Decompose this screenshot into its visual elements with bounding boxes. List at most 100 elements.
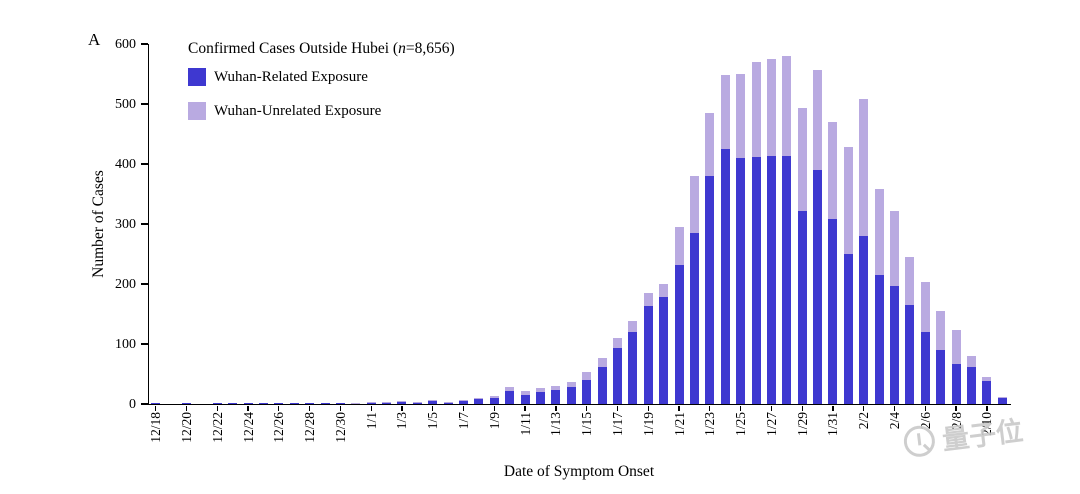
x-tick-label: 12/20: [178, 411, 194, 443]
x-tick-mark: [185, 405, 188, 411]
chart-title-n: n: [398, 40, 406, 57]
x-tick-label: 1/13: [548, 411, 564, 436]
x-tick-mark: [586, 405, 588, 411]
bar-segment-related: [274, 403, 284, 404]
x-tick-mark: [709, 405, 711, 411]
x-tick-mark: [678, 405, 680, 411]
bar-segment-unrelated: [366, 401, 376, 403]
legend-swatch-wuhan-related: [188, 68, 206, 86]
bar-segment-related: [967, 366, 977, 404]
bar-segment-related: [751, 156, 761, 404]
bar-segment-related: [397, 401, 407, 404]
x-tick-label: 1/11: [517, 411, 533, 436]
bar-segment-unrelated: [443, 401, 453, 403]
x-tick-mark: [893, 405, 896, 411]
bar-segment-related: [366, 402, 376, 404]
bar-segment-unrelated: [890, 210, 900, 287]
bar-segment-unrelated: [582, 372, 592, 380]
bar-segment-related: [258, 403, 268, 404]
legend-swatch-wuhan-unrelated: [188, 102, 206, 120]
bar-segment-related: [320, 403, 330, 404]
bar-segment-related: [459, 401, 469, 404]
x-tick-label: 1/23: [702, 411, 718, 436]
x-tick-label: 12/28: [302, 411, 318, 443]
bar-segment-related: [181, 403, 191, 404]
qbitai-logo-icon: [903, 425, 935, 457]
plot-area: [148, 44, 1011, 405]
x-tick-mark: [432, 405, 434, 411]
x-tick-label: 1/9: [486, 411, 502, 429]
bar-segment-unrelated: [382, 402, 392, 403]
x-tick-mark: [370, 405, 372, 411]
x-tick-label: 1/31: [825, 411, 841, 436]
x-tick-label: 1/25: [733, 411, 749, 436]
bar-segment-unrelated: [997, 396, 1007, 398]
x-tick-mark: [155, 405, 157, 411]
x-tick-mark: [524, 405, 526, 411]
bar-segment-related: [151, 403, 161, 404]
watermark: 量子位: [900, 409, 1025, 462]
bar-segment-related: [351, 403, 361, 404]
y-tick-label: 0: [129, 396, 136, 412]
y-tick-mark: [141, 403, 148, 405]
x-tick-label: 1/15: [579, 411, 595, 436]
bar-segment-related: [612, 348, 622, 404]
bar-segment-unrelated: [459, 399, 469, 401]
x-tick-mark: [955, 405, 957, 411]
bar-segment-unrelated: [489, 396, 499, 398]
bar-segment-related: [551, 389, 561, 404]
x-tick-label: 12/18: [148, 411, 164, 443]
bar-segment-related: [951, 364, 961, 404]
x-tick-mark: [647, 405, 649, 411]
bar-segment-unrelated: [612, 338, 622, 349]
bar-segment-unrelated: [412, 401, 422, 403]
y-axis-title: Number of Cases: [90, 170, 107, 278]
bar-segment-unrelated: [597, 358, 607, 367]
bar-segment-unrelated: [982, 377, 992, 382]
x-tick-label: 12/30: [332, 411, 348, 443]
bar-segment-related: [782, 156, 792, 404]
x-tick-mark: [339, 405, 342, 411]
x-tick-mark: [739, 405, 742, 411]
x-tick-mark: [462, 405, 465, 411]
bar-segment-related: [489, 398, 499, 404]
x-tick-label: 1/7: [456, 411, 472, 429]
bar-segment-unrelated: [751, 62, 761, 157]
bar-segment-related: [474, 399, 484, 404]
bar-segment-related: [566, 387, 576, 404]
x-tick-label: 1/19: [640, 411, 656, 436]
bar-segment-related: [766, 156, 776, 404]
x-tick-mark: [986, 405, 988, 411]
y-tick-mark: [141, 163, 148, 165]
x-tick-label: 1/29: [794, 411, 810, 436]
x-tick-label: 1/1: [363, 411, 379, 429]
x-tick-mark: [616, 405, 619, 411]
y-tick-mark: [141, 223, 148, 225]
bar-segment-unrelated: [397, 401, 407, 402]
bar-segment-unrelated: [967, 356, 977, 367]
bar-segment-unrelated: [628, 321, 638, 332]
x-tick-label: 12/22: [209, 411, 225, 443]
y-tick-label: 500: [115, 96, 136, 112]
x-tick-label: 2/2: [856, 411, 872, 429]
bar-segment-related: [674, 264, 684, 404]
bar-segment-related: [305, 403, 315, 404]
bar-segment-related: [412, 402, 422, 404]
chart-title: Confirmed Cases Outside Hubei (n=8,656): [188, 40, 455, 58]
x-tick-mark: [832, 405, 834, 411]
bar-segment-related: [705, 176, 715, 404]
bar-segment-related: [736, 158, 746, 404]
x-tick-mark: [924, 405, 926, 411]
y-tick-label: 100: [115, 336, 136, 352]
bar-segment-related: [520, 395, 530, 404]
bar-segment-unrelated: [643, 293, 653, 307]
x-tick-mark: [555, 405, 557, 411]
x-tick-mark: [863, 405, 865, 411]
x-tick-label: 12/26: [271, 411, 287, 443]
bar-segment-unrelated: [951, 330, 961, 365]
bar-segment-related: [335, 403, 345, 404]
bar-segment-unrelated: [859, 99, 869, 236]
chart-title-post: =8,656): [405, 40, 455, 57]
x-tick-mark: [493, 405, 495, 411]
